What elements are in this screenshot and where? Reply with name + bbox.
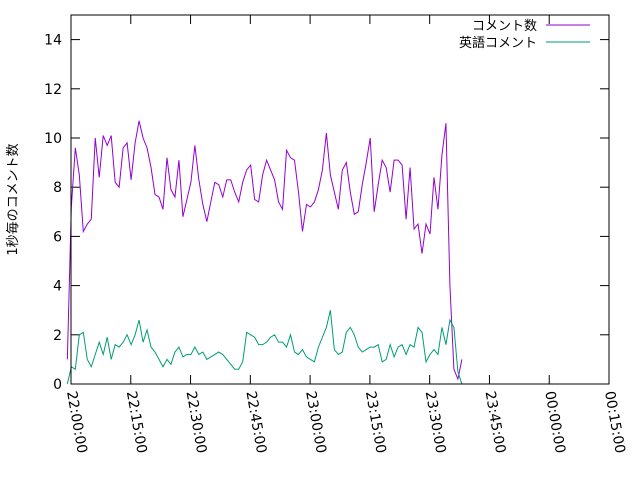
y-tick-label: 6: [53, 229, 62, 245]
x-tick-label: 22:45:00: [242, 390, 269, 455]
x-tick-label: 23:00:00: [302, 390, 329, 455]
series-line-1: [66, 310, 463, 385]
x-tick-label: 23:15:00: [362, 390, 389, 455]
x-tick-label: 22:00:00: [63, 390, 90, 455]
legend-label-1: 英語コメント: [459, 35, 537, 51]
series-lines: [66, 120, 463, 385]
plot-frame: [70, 14, 610, 385]
y-tick-label: 14: [44, 33, 62, 49]
y-tick-label: 10: [44, 131, 62, 147]
x-tick-label: 00:00:00: [541, 390, 568, 455]
y-tick-label: 8: [53, 180, 62, 196]
x-tick-label: 23:30:00: [422, 390, 449, 455]
y-tick-label: 2: [53, 328, 62, 344]
x-tick-labels: 22:00:00 22:15:00 22:30:00 22:45:00 23:00:00…: [63, 390, 628, 455]
x-tick-label: 22:30:00: [183, 390, 210, 455]
legend-label-0: コメント数: [472, 19, 537, 34]
series-line-0: [66, 120, 463, 381]
x-tick-label: 23:45:00: [482, 390, 509, 455]
axis-ticks: [70, 15, 610, 385]
y-axis-label: 1秒毎のコメント数: [5, 143, 21, 255]
x-tick-label: 22:15:00: [123, 390, 150, 455]
x-tick-label: 00:15:00: [601, 390, 628, 455]
y-tick-labels: 0 2 4 6 8 10 12 14: [44, 33, 62, 393]
y-tick-label: 4: [53, 279, 62, 295]
y-tick-label: 0: [53, 377, 62, 393]
y-tick-label: 12: [44, 82, 62, 98]
